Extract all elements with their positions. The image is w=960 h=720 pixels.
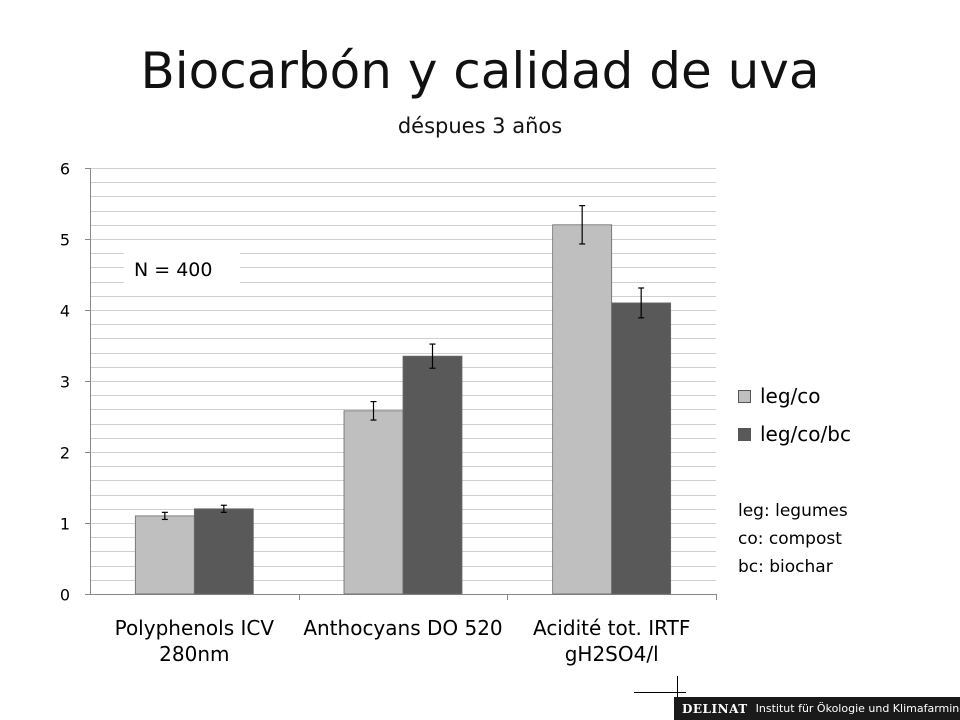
bar [134, 515, 195, 595]
chart-legend: leg/co leg/co/bc [738, 383, 851, 459]
sample-size-annotation: N = 400 [124, 253, 240, 287]
y-tick-label: 0 [60, 586, 70, 605]
legend-label-leg-co-bc: leg/co/bc [760, 422, 851, 446]
footer-band: DELINAT Institut für Ökologie und Klimaf… [674, 697, 960, 720]
bar [552, 224, 613, 595]
bar [611, 302, 672, 595]
y-tick-label: 5 [60, 231, 70, 250]
x-category-label: 280nm [159, 642, 229, 666]
x-category-label: Polyphenols ICV [115, 616, 275, 640]
legend-item-leg-co: leg/co [738, 383, 851, 409]
y-tick-label: 2 [60, 444, 70, 463]
bar [193, 508, 254, 595]
legend-swatch-leg-co [738, 389, 751, 403]
y-tick-label: 6 [60, 160, 70, 179]
note-legumes: leg: legumes [738, 501, 848, 521]
corner-mark-horizontal [634, 692, 686, 693]
delinat-logo: DELINAT [682, 701, 748, 716]
x-category-label: Acidité tot. IRTF [533, 616, 690, 640]
abbreviation-notes: leg: legumes co: compost bc: biochar [738, 497, 848, 581]
chart-title: Biocarbón y calidad de uva [140, 42, 820, 100]
footer-institute-text: Institut für Ökologie und Klimafarming [755, 702, 960, 715]
y-tick-label: 4 [60, 302, 70, 321]
legend-item-leg-co-bc: leg/co/bc [738, 421, 851, 447]
bar [402, 355, 463, 595]
y-tick-label: 3 [60, 373, 70, 392]
note-compost: co: compost [738, 529, 842, 549]
bar [343, 410, 404, 595]
y-tick-label: 1 [60, 515, 70, 534]
corner-mark-vertical [677, 676, 678, 698]
x-category-label: gH2SO4/l [565, 642, 659, 666]
x-category-label: Anthocyans DO 520 [303, 616, 502, 640]
chart-subtitle: déspues 3 años [397, 114, 563, 138]
legend-label-leg-co: leg/co [760, 384, 821, 408]
legend-swatch-leg-co-bc [738, 427, 751, 441]
note-biochar: bc: biochar [738, 557, 833, 577]
